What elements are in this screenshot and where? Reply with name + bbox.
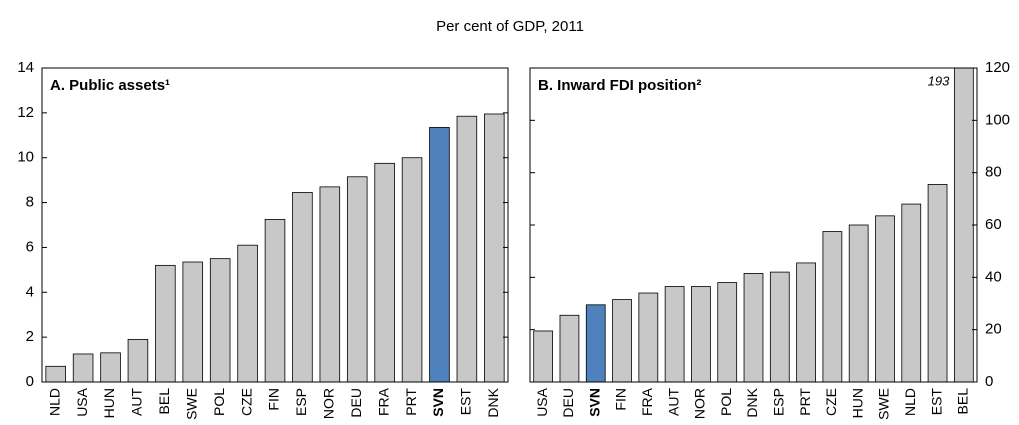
x-tick-label: POL (211, 388, 227, 416)
x-tick-label: POL (718, 388, 734, 416)
x-tick-label: DNK (485, 387, 501, 417)
bar (822, 231, 843, 382)
x-tick-label: USA (74, 387, 90, 416)
bar (638, 292, 659, 382)
bar (743, 273, 764, 382)
y-tick-label: 0 (985, 373, 993, 390)
bar (182, 261, 204, 382)
panel-title: A. Public assets¹ (50, 77, 170, 94)
y-tick-label: 8 (26, 194, 34, 211)
bar (155, 264, 176, 382)
bars (45, 113, 505, 382)
bar (401, 157, 423, 382)
x-tick-label: NLD (46, 388, 62, 416)
bar (484, 113, 505, 382)
y-tick-label: 100 (985, 111, 1010, 128)
bar (127, 338, 149, 382)
x-tick-label: FRA (375, 387, 391, 416)
x-tick-label: AUT (129, 388, 145, 416)
bar (664, 286, 685, 382)
bar (691, 286, 711, 382)
x-tick-label: DNK (744, 387, 760, 417)
x-tick-label: BEL (156, 388, 172, 415)
x-tick-label: DEU (560, 388, 576, 418)
y-tick-label: 80 (985, 164, 1002, 181)
value-label: 193 (928, 73, 950, 88)
x-tick-label: DEU (348, 388, 364, 418)
bar (292, 192, 313, 382)
bars (533, 68, 974, 382)
x-tick-label: FIN (613, 388, 629, 411)
plot-frame (41, 67, 509, 383)
y-tick-label: 20 (985, 321, 1002, 338)
bar (585, 304, 606, 382)
bar (717, 282, 738, 382)
bar (319, 186, 341, 382)
y-tick-label: 40 (985, 268, 1002, 285)
x-tick-label: AUT (665, 388, 681, 416)
bar (796, 262, 816, 382)
bar (209, 258, 231, 382)
x-tick-label: FRA (639, 387, 655, 416)
x-tick-label: NOR (692, 388, 708, 419)
bar (953, 68, 974, 382)
bar (901, 203, 922, 382)
bar (533, 330, 554, 382)
bar (72, 353, 94, 382)
x-tick-label: SWE (876, 388, 892, 420)
plot-frame (529, 67, 978, 383)
x-tick-label: NLD (902, 388, 918, 416)
bar (429, 127, 450, 382)
y-tick-label: 12 (17, 104, 34, 121)
y-tick-label: 60 (985, 216, 1002, 233)
bar (237, 244, 258, 382)
x-tick-label: CZE (238, 388, 254, 416)
panel-title: B. Inward FDI position² (538, 77, 701, 94)
x-tick-label: SWE (183, 388, 199, 420)
y-tick-label: 120 (985, 59, 1010, 76)
bar (848, 224, 869, 382)
y-tick-label: 4 (26, 283, 34, 300)
bar (875, 215, 895, 382)
x-tick-label: SVN (430, 388, 446, 417)
y-tick-label: 10 (17, 149, 34, 166)
bar (45, 365, 66, 382)
bar (264, 218, 286, 382)
x-tick-label: EST (458, 388, 474, 416)
x-tick-label: HUN (849, 388, 865, 418)
chart-title: Per cent of GDP, 2011 (436, 18, 584, 35)
x-tick-label: HUN (101, 388, 117, 418)
x-tick-label: ESP (770, 388, 786, 416)
x-tick-label: PRT (403, 388, 419, 416)
x-tick-label: NOR (321, 388, 337, 419)
x-tick-label: BEL (955, 388, 971, 415)
x-tick-label: EST (928, 388, 944, 416)
bar (374, 162, 395, 382)
bar (456, 115, 478, 382)
x-tick-label: PRT (797, 388, 813, 416)
y-tick-label: 14 (17, 59, 34, 76)
bar (100, 352, 121, 382)
bar (769, 271, 790, 382)
x-tick-label: FIN (266, 388, 282, 411)
y-tick-label: 6 (26, 238, 34, 255)
y-tick-label: 2 (26, 328, 34, 345)
bar (927, 184, 948, 382)
y-tick-label: 0 (26, 373, 34, 390)
bar (612, 299, 632, 382)
x-tick-label: CZE (823, 388, 839, 416)
x-tick-label: ESP (293, 388, 309, 416)
bar (559, 314, 580, 382)
bar (346, 176, 368, 382)
x-tick-label: USA (534, 387, 550, 416)
x-tick-label: SVN (586, 388, 602, 417)
